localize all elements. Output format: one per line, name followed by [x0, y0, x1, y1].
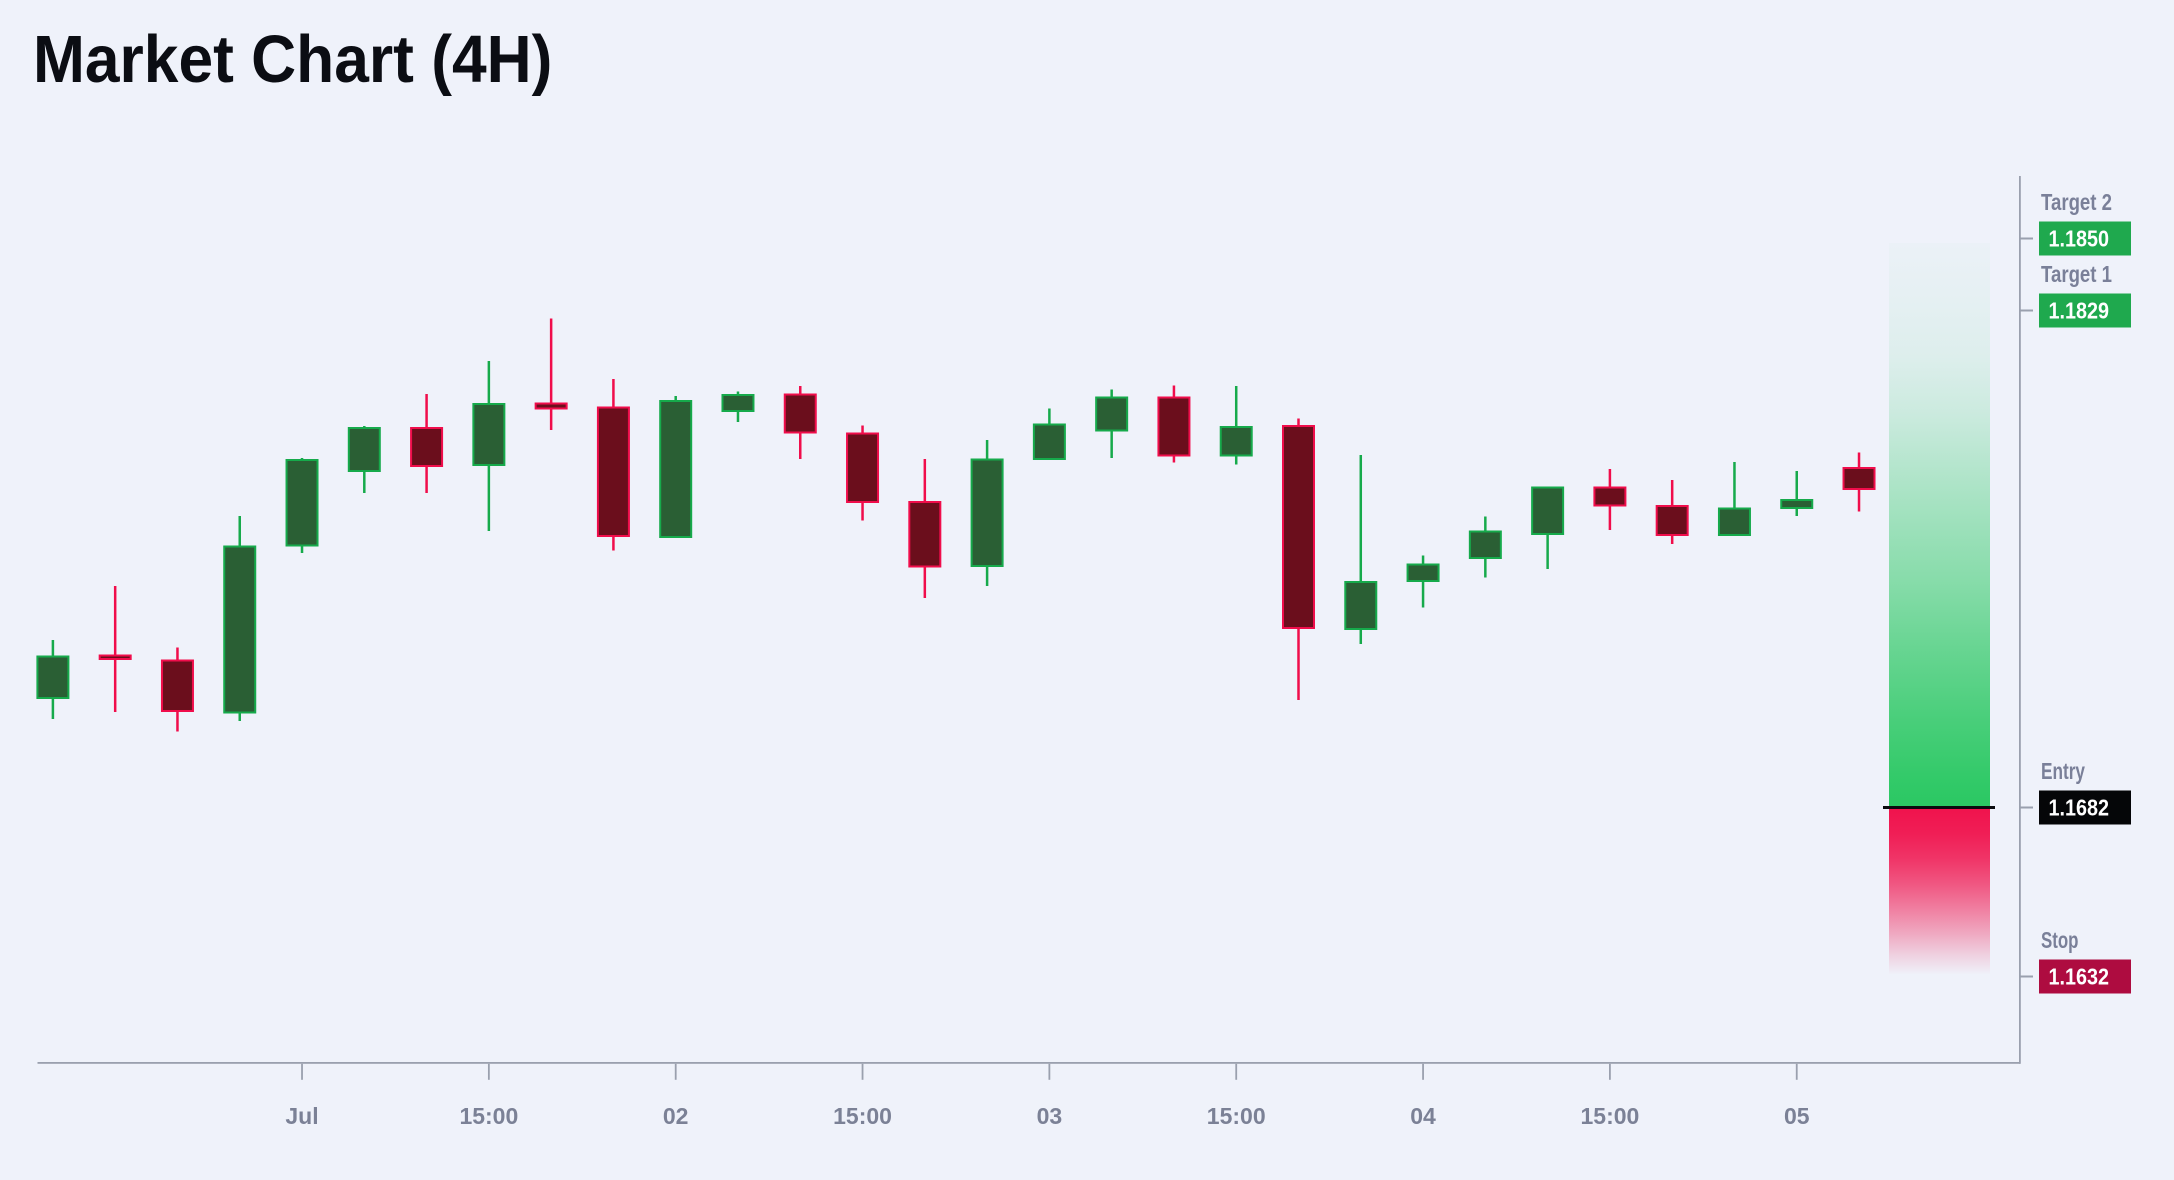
- svg-text:1.1632: 1.1632: [2049, 964, 2110, 990]
- svg-text:05: 05: [1784, 1103, 1810, 1129]
- svg-text:Stop: Stop: [2041, 927, 2079, 953]
- svg-text:15:00: 15:00: [833, 1103, 892, 1129]
- svg-text:Jul: Jul: [285, 1103, 318, 1129]
- svg-text:03: 03: [1037, 1103, 1063, 1129]
- svg-text:15:00: 15:00: [1580, 1103, 1639, 1129]
- svg-text:Entry: Entry: [2041, 758, 2085, 784]
- svg-text:Target 1: Target 1: [2041, 261, 2112, 287]
- svg-text:04: 04: [1410, 1103, 1436, 1129]
- svg-text:1.1829: 1.1829: [2049, 298, 2110, 324]
- svg-text:02: 02: [663, 1103, 689, 1129]
- svg-text:15:00: 15:00: [1207, 1103, 1266, 1129]
- svg-text:1.1850: 1.1850: [2049, 226, 2110, 252]
- svg-text:1.1682: 1.1682: [2049, 795, 2110, 821]
- svg-text:15:00: 15:00: [459, 1103, 518, 1129]
- svg-text:Target 2: Target 2: [2041, 189, 2112, 215]
